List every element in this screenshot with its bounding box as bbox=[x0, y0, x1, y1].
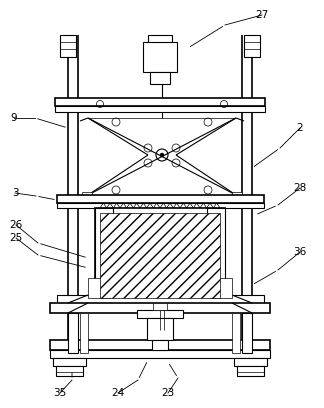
Bar bbox=[50, 350, 270, 358]
Bar bbox=[143, 42, 177, 72]
Bar bbox=[95, 208, 113, 303]
Bar bbox=[234, 358, 267, 366]
Bar bbox=[210, 278, 232, 298]
Text: 28: 28 bbox=[293, 183, 307, 193]
Bar bbox=[55, 98, 265, 106]
Bar bbox=[56, 366, 83, 376]
Text: 9: 9 bbox=[11, 113, 17, 123]
Bar bbox=[55, 106, 265, 112]
Bar bbox=[57, 203, 264, 208]
Bar bbox=[80, 313, 88, 353]
Bar bbox=[242, 313, 252, 353]
Text: 26: 26 bbox=[9, 220, 23, 230]
Bar bbox=[207, 208, 225, 303]
Bar bbox=[100, 213, 220, 298]
Bar bbox=[57, 195, 264, 203]
Bar bbox=[147, 318, 173, 340]
Bar bbox=[152, 340, 168, 350]
Text: 27: 27 bbox=[255, 10, 269, 20]
Text: 23: 23 bbox=[161, 388, 175, 398]
Bar bbox=[68, 313, 78, 353]
Text: 2: 2 bbox=[297, 123, 303, 133]
Bar bbox=[137, 310, 183, 318]
Text: 3: 3 bbox=[12, 188, 18, 198]
Bar bbox=[153, 303, 167, 310]
Text: 36: 36 bbox=[293, 247, 307, 257]
Text: 35: 35 bbox=[53, 388, 67, 398]
Bar bbox=[148, 35, 172, 45]
Circle shape bbox=[160, 153, 164, 157]
Bar bbox=[237, 366, 264, 376]
Bar bbox=[60, 35, 76, 57]
Bar bbox=[57, 295, 264, 303]
Bar bbox=[53, 358, 86, 366]
Bar bbox=[244, 35, 260, 57]
Bar bbox=[150, 72, 170, 84]
Text: 25: 25 bbox=[9, 233, 23, 243]
Bar bbox=[95, 208, 225, 303]
Bar bbox=[232, 313, 240, 353]
Text: 24: 24 bbox=[111, 388, 125, 398]
Bar bbox=[50, 303, 270, 313]
Bar bbox=[88, 278, 110, 298]
Bar bbox=[82, 192, 92, 198]
Bar bbox=[232, 192, 242, 198]
Bar bbox=[50, 340, 270, 350]
